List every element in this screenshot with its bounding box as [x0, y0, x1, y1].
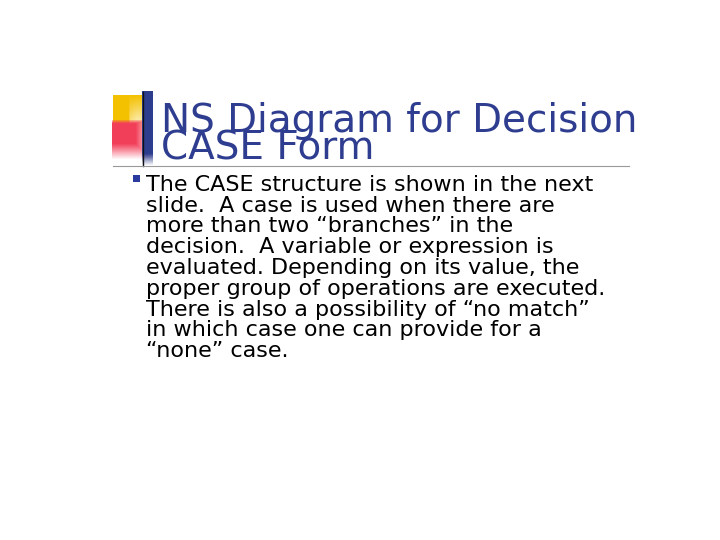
Text: The CASE structure is shown in the next: The CASE structure is shown in the next	[145, 175, 593, 195]
Text: slide.  A case is used when there are: slide. A case is used when there are	[145, 195, 554, 215]
Text: “none” case.: “none” case.	[145, 341, 288, 361]
FancyBboxPatch shape	[132, 175, 140, 182]
Text: There is also a possibility of “no match”: There is also a possibility of “no match…	[145, 300, 590, 320]
Text: proper group of operations are executed.: proper group of operations are executed.	[145, 279, 605, 299]
Text: in which case one can provide for a: in which case one can provide for a	[145, 320, 541, 340]
Text: more than two “branches” in the: more than two “branches” in the	[145, 217, 513, 237]
Text: decision.  A variable or expression is: decision. A variable or expression is	[145, 237, 554, 257]
Text: NS Diagram for Decision: NS Diagram for Decision	[161, 102, 638, 140]
Text: evaluated. Depending on its value, the: evaluated. Depending on its value, the	[145, 258, 579, 278]
Text: CASE Form: CASE Form	[161, 130, 374, 167]
